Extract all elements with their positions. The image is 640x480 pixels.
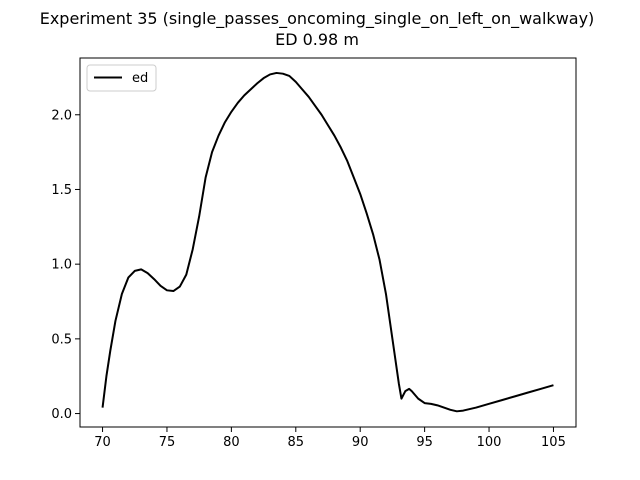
x-tick-label: 75 [159, 435, 176, 450]
x-tick-label: 70 [94, 435, 111, 450]
chart-title: Experiment 35 (single_passes_oncoming_si… [40, 9, 595, 29]
series-line-ed [101, 71, 554, 413]
legend-label-ed: ed [132, 71, 148, 86]
x-tick-label: 95 [416, 435, 433, 450]
plot-area [79, 57, 577, 428]
y-tick-label: 0.0 [51, 407, 72, 422]
y-tick-label: 2.0 [51, 108, 72, 123]
y-axis: 0.0 0.5 1.0 1.5 2.0 [51, 108, 80, 422]
y-tick-label: 0.5 [51, 332, 72, 347]
x-tick-label: 80 [223, 435, 240, 450]
x-tick-label: 85 [288, 435, 305, 450]
x-tick-label: 100 [477, 435, 502, 450]
x-tick-label: 90 [352, 435, 369, 450]
legend: ed [86, 64, 157, 92]
x-axis: 70 75 80 85 90 95 100 105 [94, 427, 566, 450]
x-tick-label: 105 [541, 435, 566, 450]
y-tick-label: 1.5 [51, 183, 72, 198]
y-tick-label: 1.0 [51, 258, 72, 273]
chart-subtitle: ED 0.98 m [275, 30, 359, 49]
